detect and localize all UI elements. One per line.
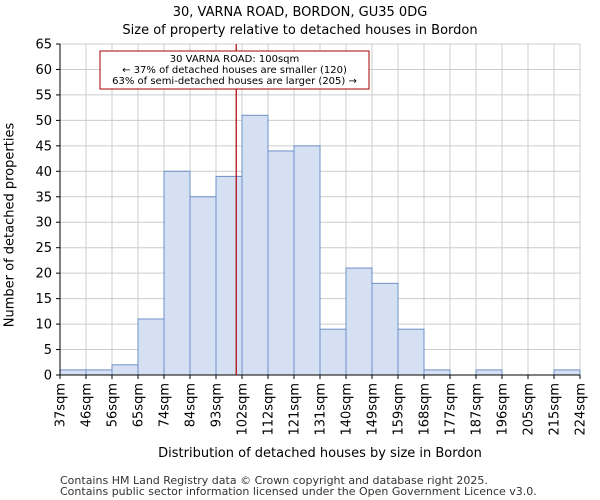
xtick-label-149sqm: 149sqm [366, 383, 381, 436]
xtick-label-215sqm: 215sqm [548, 383, 563, 436]
bar-46sqm [85, 369, 113, 376]
footer-line-1: Contains HM Land Registry data © Crown c… [60, 474, 488, 487]
bar-65sqm [137, 318, 165, 376]
xtick-label-112sqm: 112sqm [262, 383, 277, 436]
ytick-label-35: 35 [35, 190, 52, 205]
bar-112sqm [267, 150, 295, 376]
annotation-line-1: 30 VARNA ROAD: 100sqm [170, 54, 300, 65]
xtick-label-196sqm: 196sqm [496, 383, 511, 436]
annotation-rect [99, 50, 370, 90]
xtick-label-93sqm: 93sqm [210, 383, 225, 427]
ytick-label-5: 5 [44, 343, 52, 358]
chart-title: 30, VARNA ROAD, BORDON, GU35 0DG [172, 5, 428, 20]
bar-168sqm [423, 369, 451, 376]
chart-subtitle: Size of property relative to detached ho… [122, 23, 478, 38]
ytick-label-50: 50 [35, 114, 52, 129]
xtick-label-37sqm: 37sqm [54, 383, 69, 427]
bar-159sqm [397, 328, 425, 376]
ytick-label-0: 0 [44, 369, 52, 384]
xtick-label-159sqm: 159sqm [392, 383, 407, 436]
xtick-label-224sqm: 224sqm [574, 383, 589, 436]
ytick-label-30: 30 [35, 216, 52, 231]
ytick-label-20: 20 [35, 267, 52, 282]
bar-140sqm [345, 267, 373, 376]
bar-102sqm [241, 114, 269, 376]
bar-121sqm [293, 145, 321, 376]
annotation-line-3: 63% of semi-detached houses are larger (… [112, 76, 357, 87]
footer-line-2: Contains public sector information licen… [60, 485, 537, 498]
xtick-label-102sqm: 102sqm [236, 383, 251, 436]
bar-84sqm [189, 196, 217, 376]
xtick-label-65sqm: 65sqm [132, 383, 147, 427]
bar-215sqm [553, 369, 581, 376]
ytick-label-15: 15 [35, 292, 52, 307]
ytick-label-10: 10 [35, 318, 52, 333]
annotation-box: 30 VARNA ROAD: 100sqm ← 37% of detached … [99, 50, 370, 90]
x-ticks: 37sqm 46sqm 56sqm 65sqm 74sqm 84sqm 93sqm 102sq… [54, 375, 589, 436]
ytick-label-55: 55 [35, 88, 52, 103]
bar-37sqm [59, 369, 87, 376]
bar-93sqm [215, 175, 243, 376]
bar-187sqm [475, 369, 503, 376]
xtick-label-205sqm: 205sqm [522, 383, 537, 436]
xtick-label-74sqm: 74sqm [158, 383, 173, 427]
x-axis-label: Distribution of detached houses by size … [158, 446, 482, 461]
xtick-label-121sqm: 121sqm [288, 383, 303, 436]
ytick-label-25: 25 [35, 241, 52, 256]
bar-131sqm [319, 328, 347, 376]
xtick-label-177sqm: 177sqm [444, 383, 459, 436]
annotation-line-2: ← 37% of detached houses are smaller (12… [122, 65, 347, 76]
bar-56sqm [111, 364, 139, 376]
xtick-label-56sqm: 56sqm [106, 383, 121, 427]
xtick-label-140sqm: 140sqm [340, 383, 355, 436]
bar-149sqm [371, 282, 399, 376]
ytick-label-40: 40 [35, 165, 52, 180]
xtick-label-84sqm: 84sqm [184, 383, 199, 427]
ytick-label-65: 65 [35, 38, 52, 53]
y-ticks: 0 5 10 15 20 25 30 35 40 45 50 55 60 65 [35, 38, 60, 384]
xtick-label-131sqm: 131sqm [314, 383, 329, 436]
xtick-label-187sqm: 187sqm [470, 383, 485, 436]
bars [59, 114, 581, 376]
xtick-label-168sqm: 168sqm [418, 383, 433, 436]
ytick-label-60: 60 [35, 63, 52, 78]
ytick-label-45: 45 [35, 139, 52, 154]
bar-74sqm [163, 170, 191, 376]
xtick-label-46sqm: 46sqm [80, 383, 95, 427]
